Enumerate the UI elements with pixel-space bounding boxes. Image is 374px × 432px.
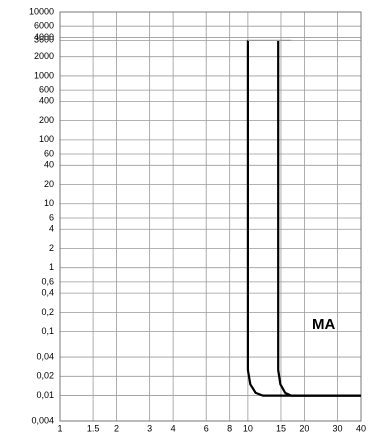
x-tick-label: 20 [299,423,309,432]
x-tick-label: 8 [227,423,232,432]
y-tick-label: 20 [44,179,54,189]
y-tick-label: 0,4 [41,288,54,298]
y-tick-label: 2000 [34,51,54,61]
y-tick-label: 3600 [34,35,54,45]
y-tick-label: 60 [44,148,54,158]
y-tick-label: 4 [49,224,54,234]
x-tick-label: 2 [114,423,119,432]
y-tick-label: 10 [44,198,54,208]
x-tick-label: 6 [204,423,209,432]
y-tick-label: 6 [49,212,54,222]
y-tick-label: 400 [39,96,54,106]
y-tick-label: 2 [49,243,54,253]
y-tick-label: 0,2 [41,307,54,317]
y-tick-label: 600 [39,84,54,94]
x-tick-label: 4 [171,423,176,432]
y-tick-label: 0,04 [36,351,54,361]
y-tick-label: 1 [49,262,54,272]
y-tick-label: 100 [39,134,54,144]
x-tick-label: 40 [356,423,366,432]
annotation: MA [312,316,335,333]
y-tick-label: 10000 [29,6,54,16]
y-tick-label: 4000 [34,32,54,42]
y-tick-label: 0,1 [41,326,54,336]
y-tick-label: 1000 [34,70,54,80]
y-tick-label: 0,01 [36,390,54,400]
x-tick-label: 1.5 [87,423,100,432]
x-tick-label: 3 [147,423,152,432]
plot-frame [59,11,362,422]
x-tick-label: 10 [243,423,253,432]
y-tick-label: 0,004 [31,415,54,425]
curve [277,40,361,397]
curve [246,40,361,397]
x-tick-label: 15 [276,423,286,432]
y-tick-label: 200 [39,115,54,125]
y-tick-label: 40 [44,160,54,170]
y-tick-label: 0,02 [36,371,54,381]
y-tick-label: 6000 [34,21,54,31]
y-tick-label: 0,6 [41,276,54,286]
x-tick-label: 30 [333,423,343,432]
x-tick-label: 1 [57,423,62,432]
